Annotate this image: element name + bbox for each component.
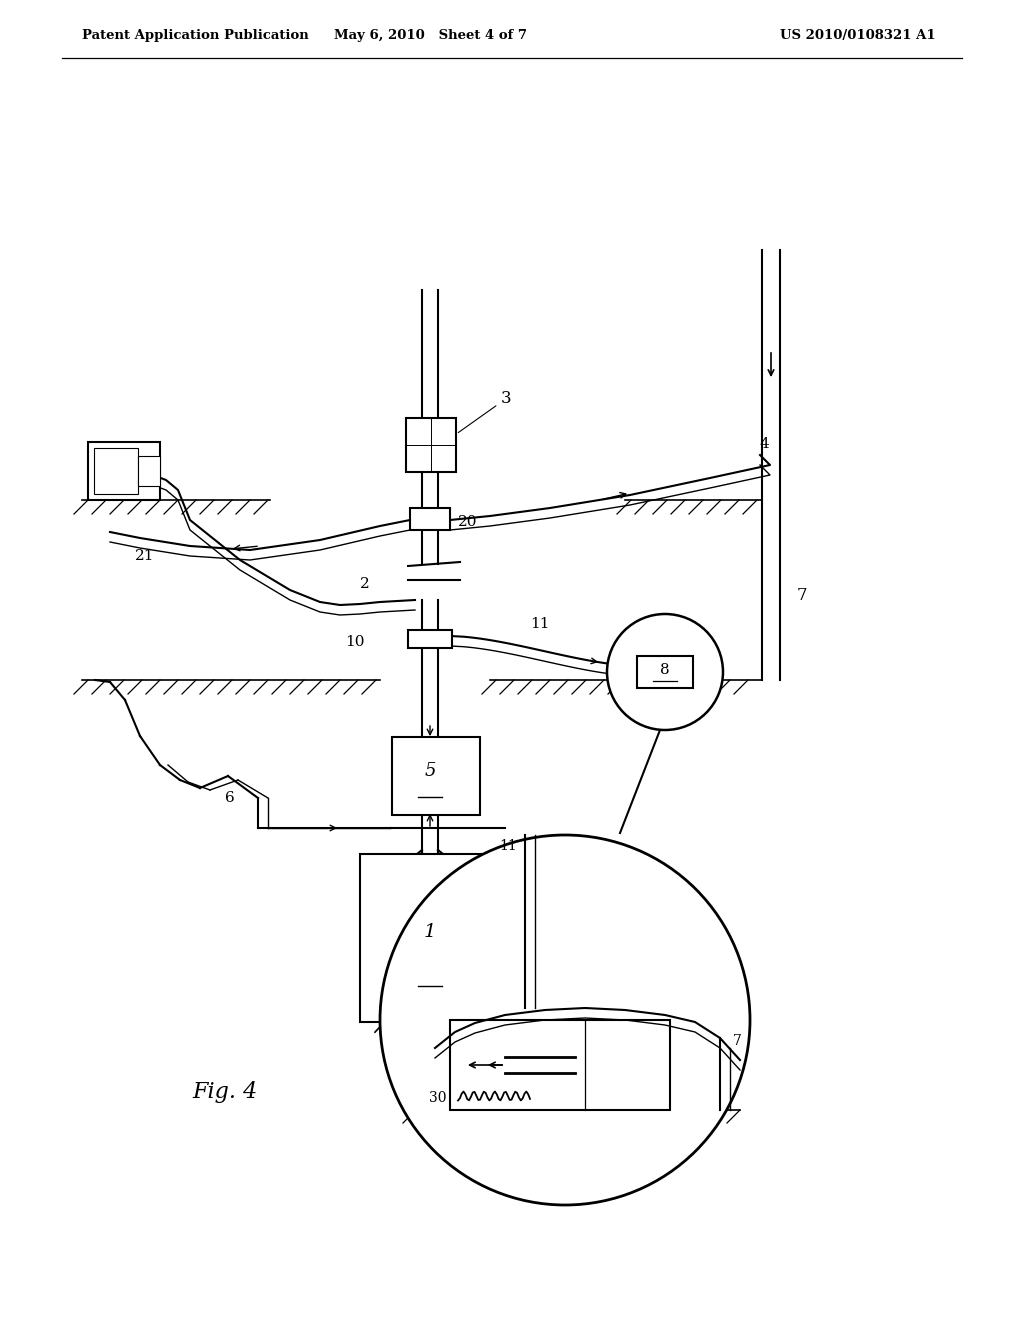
Bar [410,508,450,531]
Text: Patent Application Publication: Patent Application Publication [82,29,309,42]
Text: 30: 30 [428,1092,446,1105]
Bar [637,656,693,688]
Text: 21: 21 [135,549,155,564]
Bar [138,455,160,486]
Bar [408,630,452,648]
Text: Fig. 4: Fig. 4 [193,1081,257,1104]
Circle shape [380,836,750,1205]
Bar [94,447,138,494]
Bar [450,1020,670,1110]
Text: 20: 20 [458,515,477,529]
Text: 4: 4 [760,437,770,451]
Bar [392,737,480,814]
Text: 10: 10 [345,635,365,649]
Text: 11: 11 [530,616,550,631]
Bar [406,418,456,473]
Text: 1: 1 [424,923,436,941]
Text: 6: 6 [225,791,234,805]
Text: 5: 5 [424,762,436,780]
Text: 11: 11 [500,840,517,853]
Text: US 2010/0108321 A1: US 2010/0108321 A1 [780,29,936,42]
Circle shape [607,614,723,730]
Text: 3: 3 [459,389,512,433]
Bar [88,442,160,500]
Text: May 6, 2010   Sheet 4 of 7: May 6, 2010 Sheet 4 of 7 [334,29,526,42]
Bar [360,854,505,1022]
Text: 7: 7 [733,1034,741,1048]
Text: 2: 2 [360,577,370,591]
Text: 8: 8 [660,663,670,677]
Text: 7: 7 [797,587,808,605]
